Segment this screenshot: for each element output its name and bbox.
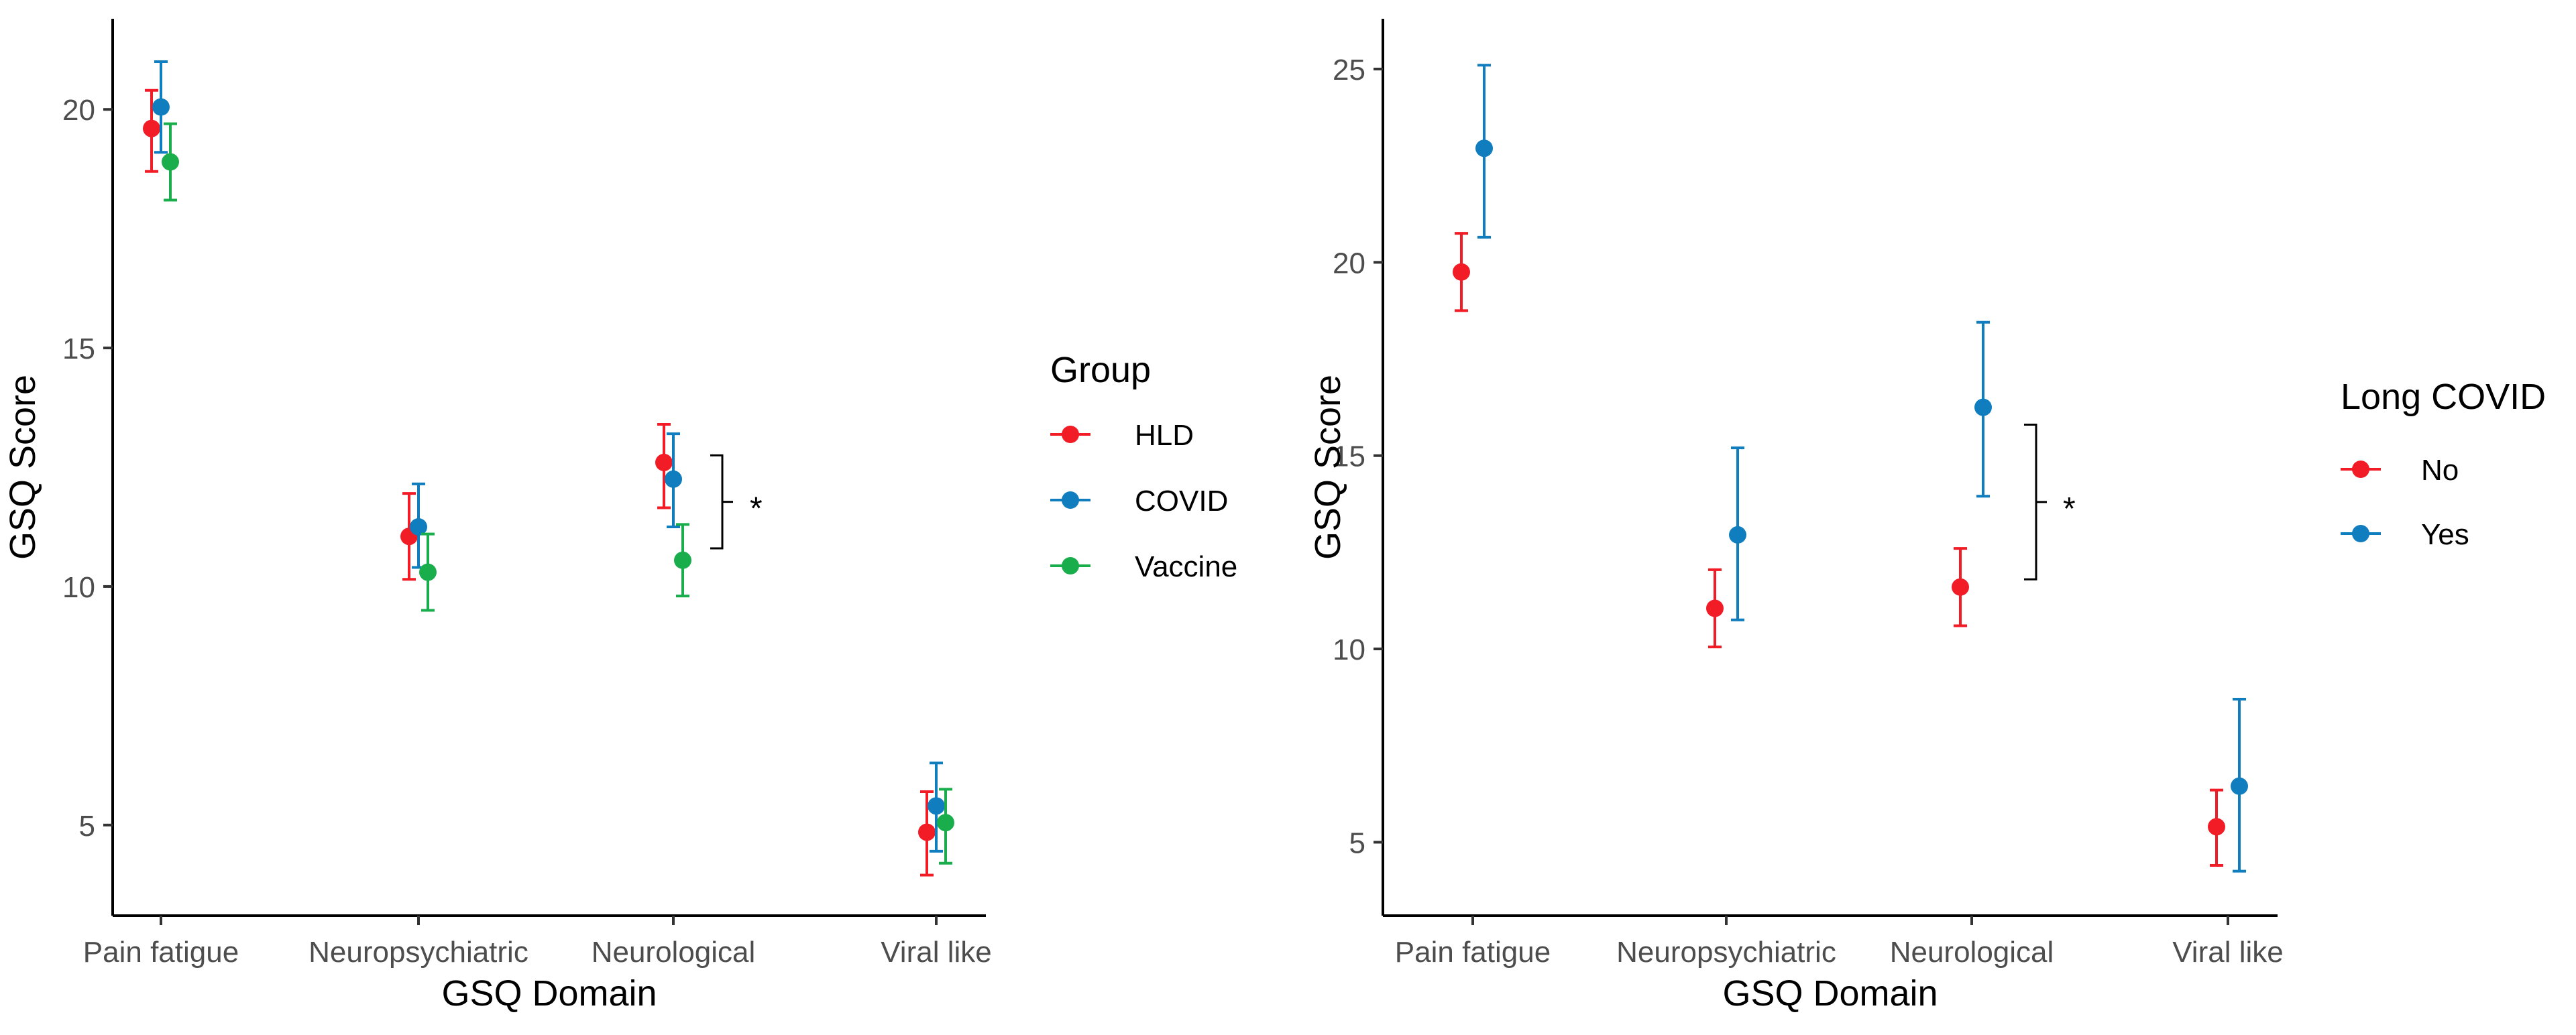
x-tick-label-neuropsychiatric: Neuropsychiatric — [309, 936, 528, 969]
x-tick-label-neurological: Neurological — [592, 936, 756, 969]
legend-title: Long COVID — [2341, 377, 2546, 417]
point-vaccine-neurological — [674, 551, 691, 569]
legend-label-no: No — [2421, 454, 2459, 487]
point-yes-neurological — [1974, 398, 1992, 416]
series-hld — [143, 88, 936, 877]
point-covid-pain-fatigue — [152, 98, 170, 116]
y-tick-label-15: 15 — [1333, 440, 1365, 473]
series-no — [1453, 232, 2225, 867]
legend-key-point-hld — [1062, 426, 1079, 443]
legend-key-point-covid — [1062, 491, 1079, 509]
legend-key-point-no — [2352, 461, 2369, 478]
y-tick-label-10: 10 — [1333, 633, 1365, 666]
significance-star: * — [2063, 491, 2076, 527]
point-hld-neurological — [655, 453, 673, 471]
legend-label-vaccine: Vaccine — [1135, 550, 1237, 583]
point-hld-pain-fatigue — [143, 119, 160, 137]
y-axis-title: GSQ Score — [3, 375, 43, 560]
point-no-neuropsychiatric — [1706, 599, 1724, 617]
x-axis-title: GSQ Domain — [1722, 973, 1938, 1014]
y-tick-label-15: 15 — [62, 332, 95, 365]
x-tick-label-neurological: Neurological — [1890, 936, 2054, 969]
significance-bracket — [710, 454, 733, 550]
point-yes-pain-fatigue — [1475, 139, 1493, 158]
x-tick-label-viral-like: Viral like — [881, 936, 991, 969]
legend-key-point-vaccine — [1062, 557, 1079, 574]
y-tick-label-5: 5 — [1349, 827, 1365, 859]
point-covid-neurological — [665, 470, 682, 488]
point-covid-viral-like — [928, 797, 945, 815]
legend-label-hld: HLD — [1135, 419, 1194, 452]
y-tick-label-20: 20 — [62, 94, 95, 127]
y-tick-label-25: 25 — [1333, 54, 1365, 86]
point-covid-neuropsychiatric — [410, 518, 427, 536]
y-tick-label-5: 5 — [79, 810, 95, 843]
legend: Long COVID No Yes — [2341, 377, 2546, 551]
point-vaccine-neuropsychiatric — [419, 563, 437, 581]
chart-panel-long-covid: 5 10 15 20 25 Pain fatigue Neuropsychiatric Neu… — [1308, 19, 2546, 1014]
y-tick-label-10: 10 — [62, 571, 95, 604]
x-tick-label-pain-fatigue: Pain fatigue — [83, 936, 239, 969]
point-vaccine-viral-like — [937, 814, 954, 832]
legend-label-yes: Yes — [2421, 518, 2469, 551]
series-yes — [1475, 64, 2248, 873]
x-tick-label-pain-fatigue: Pain fatigue — [1395, 936, 1551, 969]
point-no-pain-fatigue — [1453, 263, 1470, 281]
x-axis-title: GSQ Domain — [441, 973, 657, 1014]
point-hld-viral-like — [918, 823, 936, 841]
point-yes-neuropsychiatric — [1729, 526, 1746, 544]
series-covid — [152, 60, 945, 853]
y-axis-title: GSQ Score — [1308, 375, 1348, 560]
legend-label-covid: COVID — [1135, 485, 1228, 518]
point-yes-viral-like — [2231, 777, 2248, 795]
point-vaccine-pain-fatigue — [162, 153, 179, 171]
legend-key-point-yes — [2352, 525, 2369, 542]
x-tick-label-neuropsychiatric: Neuropsychiatric — [1616, 936, 1836, 969]
legend-title: Group — [1050, 350, 1151, 390]
point-no-viral-like — [2208, 818, 2225, 836]
significance-star: * — [750, 491, 763, 527]
y-tick-label-20: 20 — [1333, 247, 1365, 280]
series-vaccine — [162, 122, 954, 865]
significance-bracket — [2024, 424, 2047, 581]
legend: Group HLD COVID Vaccine — [1050, 350, 1237, 583]
x-tick-label-viral-like: Viral like — [2172, 936, 2283, 969]
point-no-neurological — [1952, 578, 1969, 596]
chart-panel-group: 5 10 15 20 Pain fatigue Neuropsychiatric Neuro… — [3, 19, 1237, 1014]
